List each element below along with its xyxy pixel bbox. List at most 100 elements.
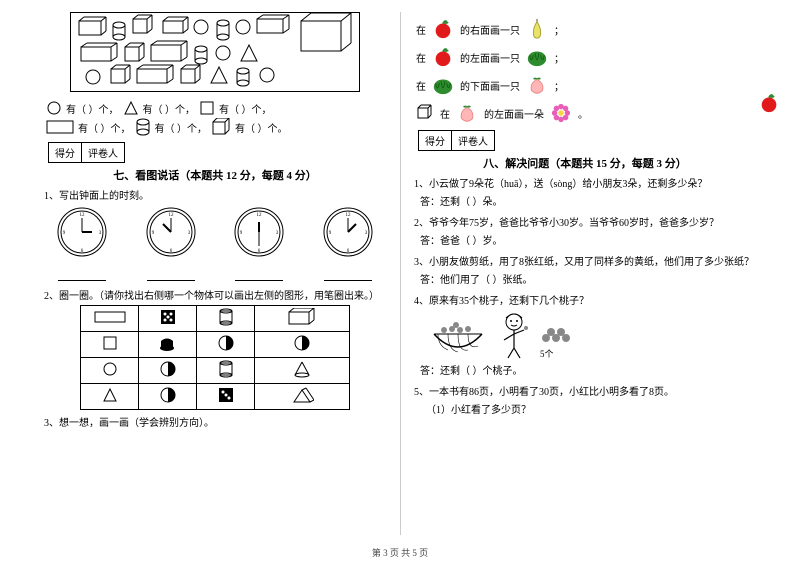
score-box-8: 得分 评卷人 bbox=[418, 130, 762, 151]
clock-2: 12369 bbox=[145, 206, 197, 261]
text-mid: 的左面画一只 bbox=[460, 50, 520, 65]
svg-text:12: 12 bbox=[257, 213, 263, 218]
blank-2 bbox=[147, 271, 195, 281]
a8-1: 答：还剩（ ）朵。 bbox=[420, 193, 762, 208]
svg-text:12: 12 bbox=[168, 213, 174, 218]
rectangle-count: 有（ ）个， bbox=[78, 120, 131, 135]
text-prefix: 在 bbox=[440, 106, 450, 121]
pear-icon bbox=[526, 18, 548, 40]
fruit-row-2: 在 的左面画一只 ； bbox=[416, 46, 762, 68]
text-prefix: 在 bbox=[416, 22, 426, 37]
apple-icon bbox=[432, 18, 454, 40]
triangle-icon bbox=[123, 100, 139, 116]
cell-dice-2 bbox=[197, 384, 255, 410]
page-footer: 第 3 页 共 5 页 bbox=[0, 546, 800, 559]
cell-can-2 bbox=[197, 358, 255, 384]
cell-rect bbox=[81, 306, 139, 332]
section-8-title: 八、解决问题（本题共 15 分，每题 3 分） bbox=[408, 155, 762, 171]
q8-5b: （1）小红看了多少页？ bbox=[426, 401, 762, 416]
svg-text:12: 12 bbox=[80, 213, 86, 218]
cell-circle bbox=[81, 358, 139, 384]
text-prefix: 在 bbox=[416, 50, 426, 65]
peach-label: 5个 bbox=[540, 347, 574, 360]
cylinder-icon bbox=[135, 118, 151, 136]
blank-3 bbox=[235, 271, 283, 281]
cell-prism bbox=[255, 384, 350, 410]
cell-halfcircle-4 bbox=[139, 384, 197, 410]
score-label: 得分 bbox=[418, 130, 451, 151]
watermelon-icon bbox=[432, 74, 454, 96]
q8-4: 4、原来有35个桃子，还剩下几个桃子？ bbox=[414, 292, 762, 307]
text-prefix: 在 bbox=[416, 78, 426, 93]
blank-4 bbox=[324, 271, 372, 281]
svg-text:9: 9 bbox=[152, 231, 155, 236]
blank-1 bbox=[58, 271, 106, 281]
cell-square bbox=[81, 332, 139, 358]
text-end: ； bbox=[554, 50, 564, 65]
grader-label: 评卷人 bbox=[81, 142, 125, 163]
svg-text:9: 9 bbox=[240, 231, 243, 236]
clock-3: 12369 bbox=[233, 206, 285, 261]
fruit-row-4: 在 的左面画一朵 。 bbox=[416, 102, 762, 124]
peach-icon bbox=[456, 102, 478, 124]
apple-side-icon bbox=[758, 92, 780, 114]
q8-5: 5、一本书有86页，小明看了30页，小红比小明多看了8页。 bbox=[414, 383, 762, 398]
clock-1: 12369 bbox=[56, 206, 108, 261]
cell-coffee bbox=[139, 332, 197, 358]
cell-halfcircle-2 bbox=[255, 332, 350, 358]
text-end: 。 bbox=[578, 106, 588, 121]
q8-3: 3、小朋友做剪纸，用了8张红纸，又用了同样多的黄纸，他们用了多少张纸？ bbox=[414, 253, 762, 268]
shapes-box bbox=[70, 12, 360, 92]
cell-cuboid bbox=[255, 306, 350, 332]
q8-1: 1、小云做了9朵花（huā），送（sòng）给小朋友3朵，还剩多少朵？ bbox=[414, 175, 762, 190]
q8-2: 2、爷爷今年75岁，爸爸比爷爷小30岁。当爷爷60岁时，爸爸多少岁？ bbox=[414, 214, 762, 229]
grader-label: 评卷人 bbox=[451, 130, 495, 151]
clock-4: 12369 bbox=[322, 206, 374, 261]
shapes-illustration bbox=[71, 13, 361, 93]
square-count: 有（ ）个， bbox=[219, 101, 272, 116]
peach-illustration: 5个 bbox=[428, 310, 762, 360]
cube-icon bbox=[416, 104, 434, 122]
circle-icon bbox=[46, 100, 62, 116]
rectangle-icon bbox=[46, 120, 74, 134]
clock-row: 12369 12369 12369 12369 bbox=[38, 206, 392, 261]
circle-count: 有（ ）个， bbox=[66, 101, 119, 116]
fruit-row-1: 在 的右面画一只 ； bbox=[416, 18, 762, 40]
square-icon bbox=[199, 100, 215, 116]
peach-icon bbox=[526, 74, 548, 96]
cube-icon bbox=[211, 118, 231, 136]
svg-text:3: 3 bbox=[365, 231, 368, 236]
table-row bbox=[81, 384, 350, 410]
svg-text:12: 12 bbox=[345, 213, 351, 218]
q7-2: 2、圈一圈。（请你找出右侧哪一个物体可以画出左侧的图形，用笔圈出来。） bbox=[44, 287, 392, 302]
clock-blanks bbox=[38, 265, 392, 281]
q7-1: 1、写出钟面上的时刻。 bbox=[44, 187, 392, 202]
table-row bbox=[81, 332, 350, 358]
triangle-count: 有（ ）个， bbox=[143, 101, 196, 116]
table-row bbox=[81, 306, 350, 332]
cell-dice bbox=[139, 306, 197, 332]
cell-triangle bbox=[81, 384, 139, 410]
svg-text:3: 3 bbox=[188, 231, 191, 236]
svg-text:9: 9 bbox=[329, 231, 332, 236]
a8-2: 答：爸爸（ ）岁。 bbox=[420, 232, 762, 247]
score-box-7: 得分 评卷人 bbox=[48, 142, 392, 163]
text-mid: 的右面画一只 bbox=[460, 22, 520, 37]
svg-text:9: 9 bbox=[63, 231, 66, 236]
text-end: ； bbox=[554, 22, 564, 37]
basket-icon bbox=[428, 316, 488, 360]
text-end: ； bbox=[554, 78, 564, 93]
peach-pile-icon bbox=[540, 326, 574, 344]
cell-halfcircle bbox=[197, 332, 255, 358]
shape-count-row-2: 有（ ）个， 有（ ）个， 有（ ）个。 bbox=[46, 118, 392, 136]
cell-can bbox=[197, 306, 255, 332]
cube-count: 有（ ）个。 bbox=[235, 120, 288, 135]
svg-text:3: 3 bbox=[99, 231, 102, 236]
peach-count: 5个 bbox=[540, 326, 574, 360]
table-row bbox=[81, 358, 350, 384]
fruit-row-3: 在 的下面画一只 ； bbox=[416, 74, 762, 96]
apple-icon bbox=[432, 46, 454, 68]
cell-cone bbox=[255, 358, 350, 384]
cylinder-count: 有（ ）个， bbox=[155, 120, 208, 135]
flower-icon bbox=[550, 102, 572, 124]
